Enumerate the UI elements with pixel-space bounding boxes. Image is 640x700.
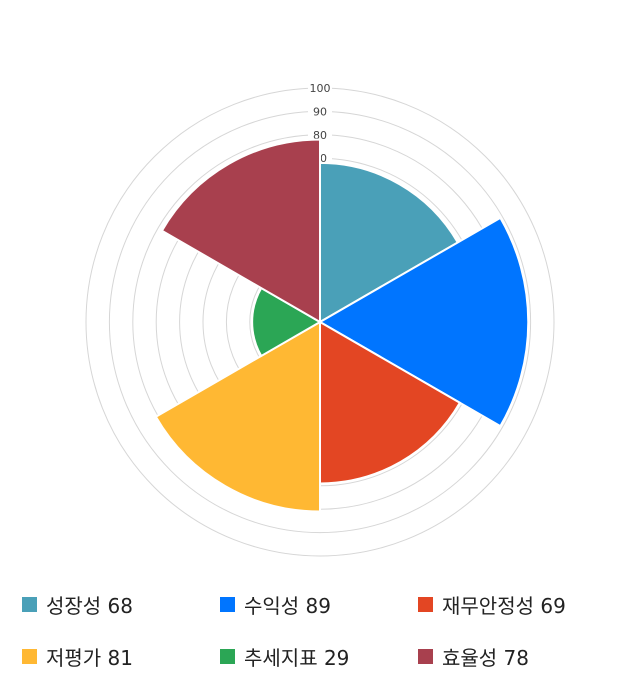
legend-label: 저평가 81 <box>46 646 134 670</box>
sector-5 <box>251 286 322 358</box>
sector-3 <box>319 320 462 485</box>
tick-label-bg <box>308 128 332 141</box>
legend-swatch <box>220 649 235 664</box>
legend-label: 효율성 78 <box>442 646 530 670</box>
tick-label-bg <box>308 82 332 94</box>
legend-label: 성장성 68 <box>46 594 134 618</box>
legend-item[interactable]: 추세지표 29 <box>220 642 349 671</box>
legend-label: 추세지표 29 <box>244 646 350 670</box>
legend-label: 수익성 89 <box>244 594 332 618</box>
legend-item[interactable]: 성장성 68 <box>22 590 133 619</box>
legend-swatch <box>418 649 433 664</box>
tick-label: 100 <box>310 82 331 95</box>
tick-label: 90 <box>313 105 327 118</box>
tick-label-bg <box>308 105 332 118</box>
sector-1 <box>319 161 460 324</box>
legend-swatch <box>418 597 433 612</box>
legend-item[interactable]: 저평가 81 <box>22 642 133 671</box>
sector-4 <box>154 320 321 513</box>
sector-6 <box>160 138 321 324</box>
legend-swatch <box>22 649 37 664</box>
legend-item[interactable]: 효율성 78 <box>418 642 529 671</box>
legend-item[interactable]: 수익성 89 <box>220 590 331 619</box>
legend-item[interactable]: 재무안정성 69 <box>418 590 566 619</box>
legend-swatch <box>22 597 37 612</box>
sector-2 <box>318 216 530 428</box>
polar-area-chart: 102030405060708090100 <box>85 82 555 557</box>
legend-swatch <box>220 597 235 612</box>
legend-label: 재무안정성 69 <box>442 594 566 618</box>
